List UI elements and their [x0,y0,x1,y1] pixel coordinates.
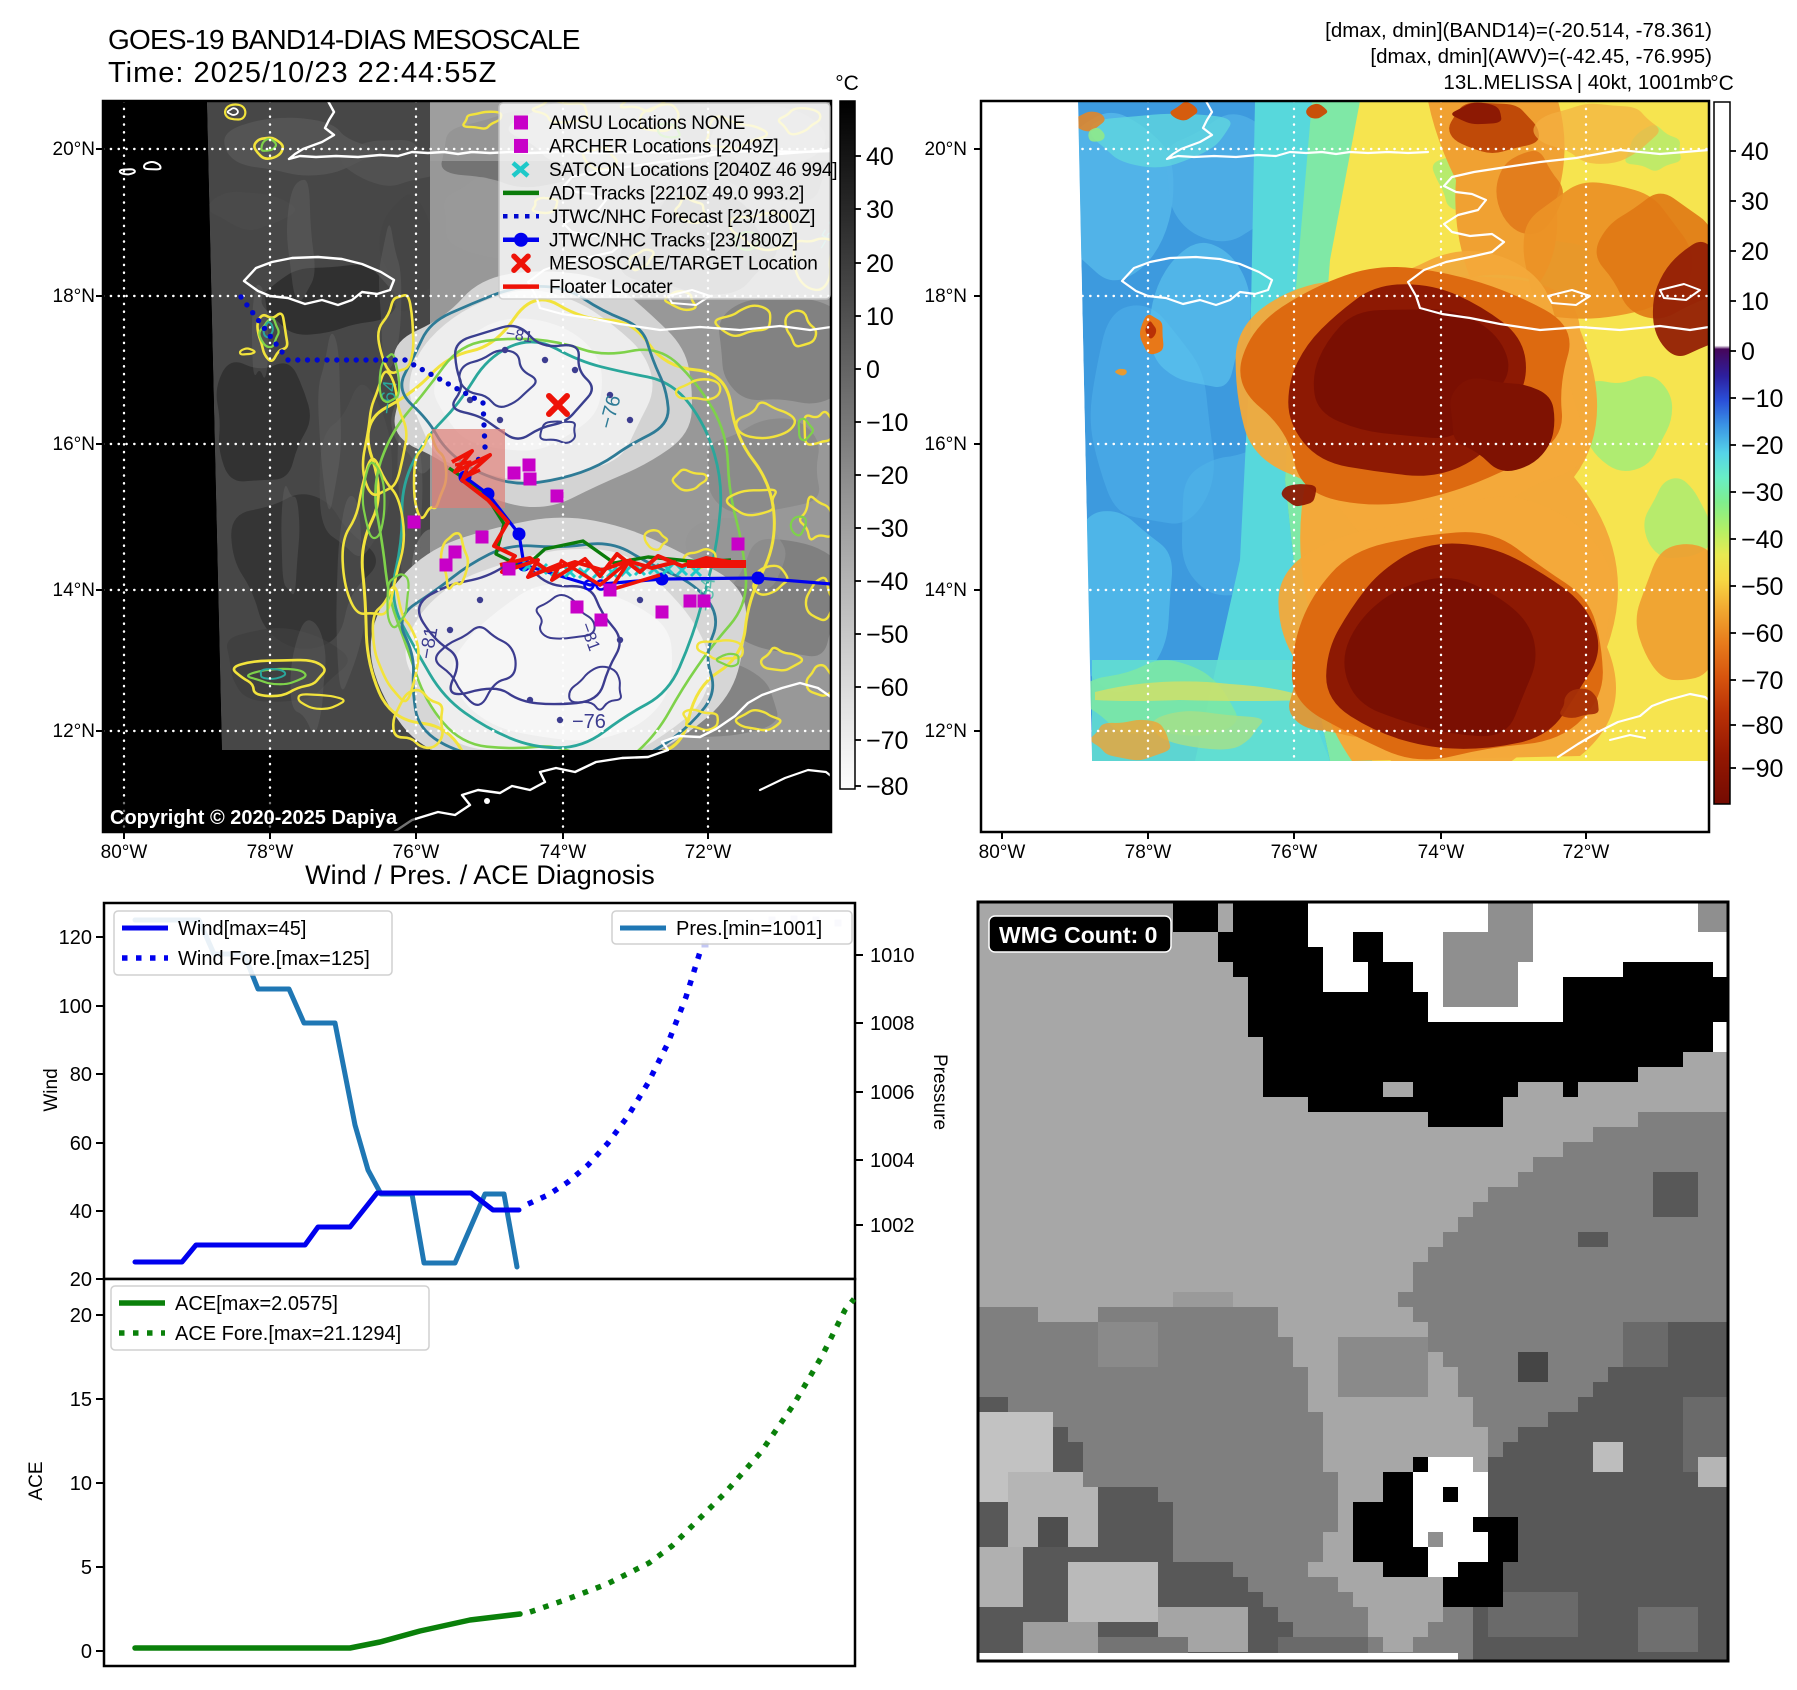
svg-text:12°N: 12°N [925,721,967,742]
svg-text:120: 120 [59,927,92,949]
svg-text:40: 40 [866,143,894,171]
svg-text:−30: −30 [866,515,908,543]
svg-text:0: 0 [866,356,880,384]
svg-text:20°N: 20°N [53,139,95,160]
svg-text:−50: −50 [866,621,908,649]
svg-text:Time: 2025/10/23 22:44:55Z: Time: 2025/10/23 22:44:55Z [108,57,497,89]
svg-text:−40: −40 [1741,526,1783,554]
svg-text:−76: −76 [572,711,606,733]
svg-text:Wind Fore.[max=125]: Wind Fore.[max=125] [178,948,370,970]
svg-text:Pres.[min=1001]: Pres.[min=1001] [676,918,822,940]
svg-text:0: 0 [1741,338,1755,366]
svg-text:30: 30 [1741,188,1769,216]
svg-text:ACE Fore.[max=21.1294]: ACE Fore.[max=21.1294] [175,1323,401,1345]
svg-text:80: 80 [70,1064,92,1086]
svg-text:14°N: 14°N [53,580,95,601]
svg-text:ACE[max=2.0575]: ACE[max=2.0575] [175,1293,338,1315]
svg-text:−10: −10 [866,409,908,437]
svg-text:18°N: 18°N [53,286,95,307]
svg-text:78°W: 78°W [247,842,294,863]
svg-text:40: 40 [1741,138,1769,166]
svg-text:1006: 1006 [870,1082,915,1104]
svg-text:1010: 1010 [870,945,915,967]
svg-text:80°W: 80°W [101,842,148,863]
svg-text:°C: °C [1710,72,1734,95]
svg-text:14°N: 14°N [925,580,967,601]
svg-text:1002: 1002 [870,1215,915,1237]
svg-text:−60: −60 [1741,620,1783,648]
svg-text:[dmax, dmin](BAND14)=(-20.514,: [dmax, dmin](BAND14)=(-20.514, -78.361) [1325,19,1712,42]
svg-text:[dmax, dmin](AWV)=(-42.45, -76: [dmax, dmin](AWV)=(-42.45, -76.995) [1370,45,1712,68]
svg-text:°C: °C [835,72,859,95]
svg-text:60: 60 [70,1133,92,1155]
svg-text:76°W: 76°W [393,842,440,863]
svg-text:−20: −20 [1741,432,1783,460]
svg-text:−10: −10 [1741,385,1783,413]
svg-text:74°W: 74°W [540,842,587,863]
svg-text:0: 0 [81,1641,92,1663]
svg-text:−30: −30 [1741,479,1783,507]
svg-text:JTWC/NHC Tracks [23/1800Z]: JTWC/NHC Tracks [23/1800Z] [549,230,798,251]
svg-text:76°W: 76°W [1271,842,1318,863]
svg-text:−90: −90 [1741,755,1783,783]
svg-text:Wind: Wind [41,1068,62,1111]
svg-text:20: 20 [866,250,894,278]
svg-text:78°W: 78°W [1125,842,1172,863]
svg-text:5: 5 [81,1557,92,1579]
svg-text:Pressure: Pressure [929,1054,950,1130]
svg-text:ADT Tracks [2210Z 49.0 993.2]: ADT Tracks [2210Z 49.0 993.2] [549,183,804,204]
svg-text:ACE: ACE [26,1461,47,1500]
svg-text:10: 10 [1741,288,1769,316]
svg-text:13L.MELISSA | 40kt, 1001mb: 13L.MELISSA | 40kt, 1001mb [1443,71,1712,94]
svg-text:WMG Count: 0: WMG Count: 0 [999,922,1157,948]
svg-text:−40: −40 [866,568,908,596]
svg-text:JTWC/NHC Forecast [23/1800Z]: JTWC/NHC Forecast [23/1800Z] [549,207,815,228]
svg-text:80°W: 80°W [979,842,1026,863]
svg-text:30: 30 [866,196,894,224]
svg-text:20°N: 20°N [925,139,967,160]
svg-text:10: 10 [866,303,894,331]
svg-text:Wind[max=45]: Wind[max=45] [178,918,306,940]
svg-text:Copyright © 2020-2025 Dapiya: Copyright © 2020-2025 Dapiya [110,807,398,829]
svg-text:GOES-19 BAND14-DIAS MESOSCALE: GOES-19 BAND14-DIAS MESOSCALE [108,24,580,55]
svg-text:72°W: 72°W [1563,842,1610,863]
svg-text:−80: −80 [1741,712,1783,740]
svg-text:100: 100 [59,996,92,1018]
svg-text:74°W: 74°W [1418,842,1465,863]
svg-text:−60: −60 [866,674,908,702]
svg-text:16°N: 16°N [925,434,967,455]
svg-text:SATCON Locations [2040Z 46 994: SATCON Locations [2040Z 46 994] [549,160,837,181]
svg-text:−80: −80 [866,773,908,801]
svg-text:40: 40 [70,1201,92,1223]
svg-text:15: 15 [70,1389,92,1411]
svg-text:12°N: 12°N [53,721,95,742]
svg-text:20: 20 [70,1305,92,1327]
svg-text:16°N: 16°N [53,434,95,455]
svg-text:MESOSCALE/TARGET Location: MESOSCALE/TARGET Location [549,254,817,275]
svg-text:Floater Locater: Floater Locater [549,277,673,298]
svg-text:1008: 1008 [870,1013,915,1035]
svg-text:−81: −81 [504,325,534,346]
svg-text:18°N: 18°N [925,286,967,307]
svg-text:10: 10 [70,1473,92,1495]
svg-text:72°W: 72°W [685,842,732,863]
svg-text:−70: −70 [866,727,908,755]
svg-text:20: 20 [1741,238,1769,266]
svg-text:Wind / Pres. / ACE Diagnosis: Wind / Pres. / ACE Diagnosis [305,860,655,890]
svg-text:−70: −70 [1741,667,1783,695]
svg-text:ARCHER Locations [2049Z]: ARCHER Locations [2049Z] [549,136,778,157]
svg-text:1004: 1004 [870,1150,915,1172]
svg-text:−20: −20 [866,462,908,490]
svg-text:−50: −50 [1741,573,1783,601]
svg-text:20: 20 [70,1269,92,1291]
svg-text:AMSU Locations NONE: AMSU Locations NONE [549,113,745,134]
